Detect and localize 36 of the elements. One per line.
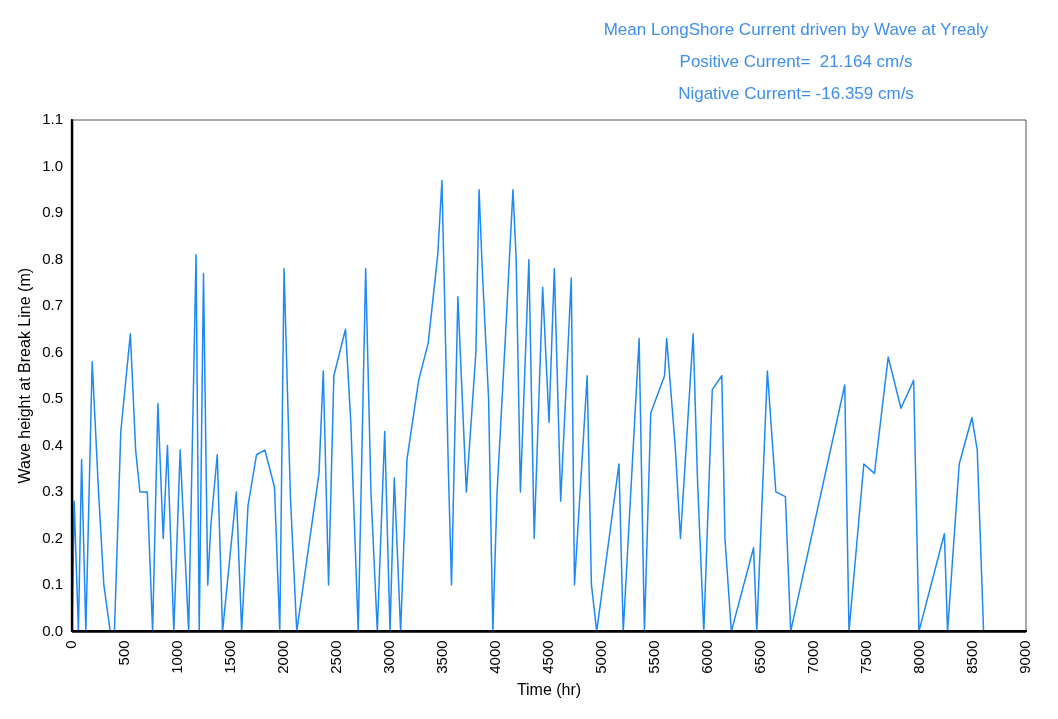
x-tick-label: 8000 bbox=[910, 640, 928, 674]
x-tick-label: 6500 bbox=[751, 640, 769, 674]
y-tick-label: 0.5 bbox=[42, 389, 64, 407]
y-tick-label: 0.4 bbox=[42, 435, 64, 453]
y-tick-label: 0.7 bbox=[42, 296, 64, 314]
x-tick-label: 5500 bbox=[645, 640, 663, 674]
x-tick-label: 7000 bbox=[804, 640, 822, 674]
x-tick-label: 4500 bbox=[539, 640, 557, 674]
x-tick-label: 0 bbox=[62, 640, 80, 649]
y-tick-label: 0.9 bbox=[42, 203, 64, 221]
text: Nigative Current= -16.359 cm/s bbox=[678, 83, 914, 103]
x-tick-label: 8500 bbox=[963, 640, 981, 674]
x-tick-label: 7500 bbox=[857, 640, 875, 674]
y-tick-label: 0.0 bbox=[42, 621, 64, 639]
x-tick-label: 1000 bbox=[168, 640, 186, 674]
y-tick-label: 0.3 bbox=[42, 482, 64, 500]
y-tick-label: 1.1 bbox=[42, 110, 64, 128]
x-tick-label: 6000 bbox=[698, 640, 716, 674]
chart-title: Mean LongShore Current driven by Wave at Yrealy bbox=[603, 19, 989, 39]
x-tick-label: 5000 bbox=[592, 640, 610, 674]
y-tick-label: 0.8 bbox=[42, 249, 64, 267]
x-tick-label: 2000 bbox=[274, 640, 292, 674]
y-tick-label: 0.2 bbox=[42, 528, 64, 546]
x-tick-label: 2500 bbox=[327, 640, 345, 674]
x-tick-label: 3500 bbox=[433, 640, 451, 674]
x-tick-label: 1500 bbox=[221, 640, 239, 674]
x-tick-label: 4000 bbox=[486, 640, 504, 674]
text: Positive Current= 21.164 cm/s bbox=[679, 51, 913, 71]
x-axis-title: Time (hr) bbox=[516, 680, 582, 698]
y-tick-label: 0.6 bbox=[42, 342, 64, 360]
y-tick-label: 0.1 bbox=[42, 575, 64, 593]
y-axis-title: Wave height at Break Line (m) bbox=[16, 267, 34, 484]
y-tick-label: 1.0 bbox=[42, 156, 64, 174]
x-tick-label: 500 bbox=[115, 640, 133, 666]
x-tick-label: 9000 bbox=[1016, 640, 1034, 674]
x-tick-label: 3000 bbox=[380, 640, 398, 674]
